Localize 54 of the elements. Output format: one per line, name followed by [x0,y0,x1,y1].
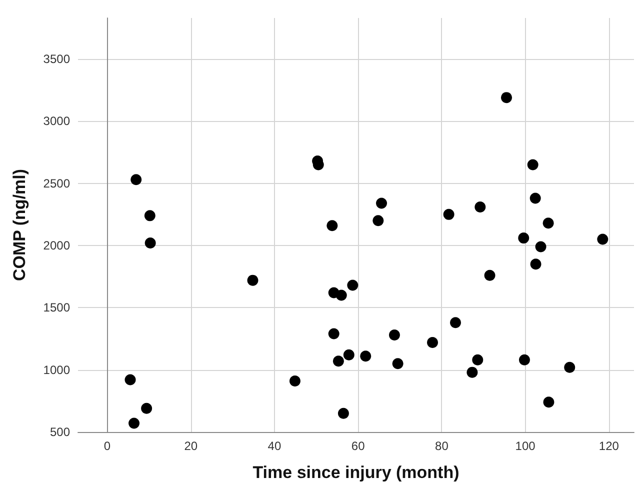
y-axis-title: COMP (ng/ml) [10,168,29,282]
point [564,362,576,373]
point [144,210,156,222]
point [289,376,300,387]
point [474,201,486,212]
point [543,396,554,408]
y-tick-label: 3000 [43,114,70,128]
x-tick-label: 120 [598,439,620,453]
point [124,374,136,386]
point [484,270,496,281]
point [427,336,438,348]
x-tick-label: 100 [515,439,536,453]
y-tick-label: 2000 [43,238,70,253]
point [530,192,541,204]
point [518,354,530,366]
point [326,220,338,232]
point [542,218,554,229]
point [144,238,156,249]
point [518,232,530,244]
y-tick-label: 3500 [43,52,70,66]
point [332,356,344,367]
point [527,159,538,170]
point [472,354,484,366]
point [336,290,347,301]
point [372,215,384,226]
point [530,258,542,270]
x-tick-label: 40 [268,439,282,453]
x-tick-label: 80 [435,439,449,453]
x-tick-label: 0 [104,439,111,453]
point [535,241,546,252]
x-tick-label: 20 [184,439,198,453]
point [360,350,372,362]
point [597,234,608,245]
point [128,418,140,429]
point [443,208,454,220]
point [130,174,142,186]
y-tick-label: 1500 [43,300,70,315]
x-tick-label: 60 [351,439,366,453]
point [141,402,152,414]
y-tick-label: 500 [50,425,70,439]
point [347,280,358,291]
point [376,198,387,209]
point [450,317,461,328]
point [247,274,258,286]
point [388,330,400,341]
y-tick-label: 1000 [43,362,70,377]
point [392,358,404,370]
point [501,92,512,104]
point [466,366,478,378]
y-tick-label: 2500 [43,176,70,190]
point [328,328,340,340]
point [343,349,354,360]
point [338,408,349,419]
x-axis-title: Time since injury (month) [252,463,460,482]
